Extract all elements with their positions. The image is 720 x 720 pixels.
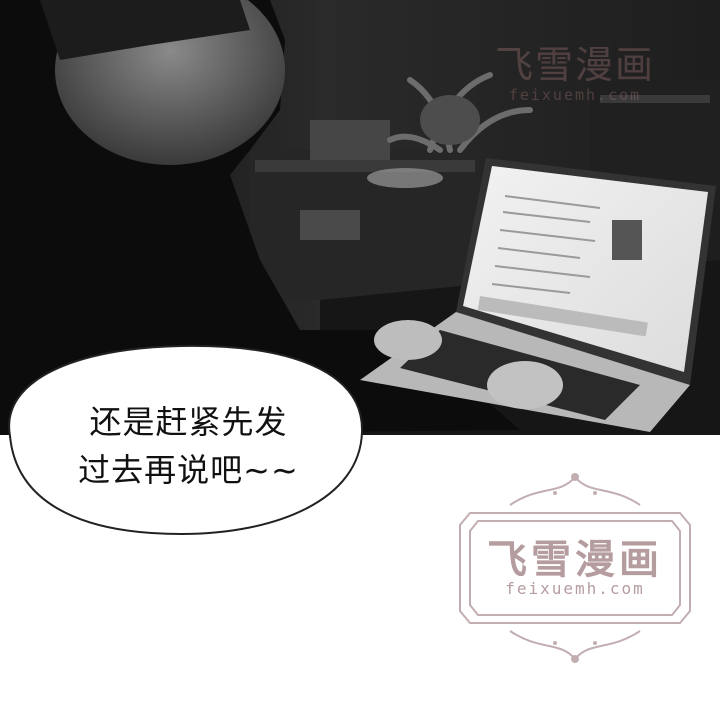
watermark-frame (459, 473, 691, 663)
speech-bubble-outline (8, 344, 364, 536)
watermark-top-title: 飞雪漫画 (494, 43, 655, 87)
watermark-top: 飞雪漫画 feixuemh.com (450, 20, 700, 125)
comic-panel (0, 0, 720, 435)
speech-line-2: 过去再说吧~~ (78, 451, 299, 489)
speech-line-1: 还是赶紧先发 (89, 403, 288, 441)
watermark-bottom-title: 飞雪漫画 (487, 537, 663, 583)
watermark-bottom-url: feixuemh.com (505, 579, 645, 598)
watermark-bottom: 飞雪漫画 feixuemh.com (450, 465, 700, 670)
speech-bubble: 还是赶紧先发 过去再说吧~~ (6, 340, 366, 538)
speech-text: 还是赶紧先发 过去再说吧~~ (46, 398, 331, 494)
watermark-top-url: feixuemh.com (508, 86, 642, 104)
laptop-scene-illustration (0, 0, 720, 435)
